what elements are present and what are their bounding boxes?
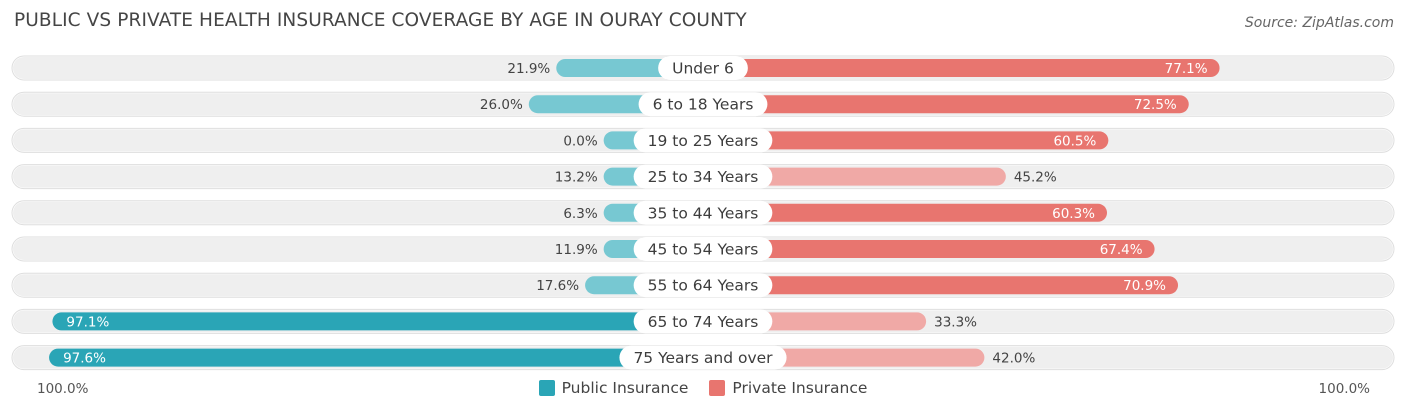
category-label: 25 to 34 Years: [648, 168, 759, 186]
value-label-private: 77.1%: [1165, 61, 1208, 77]
category-label: 35 to 44 Years: [648, 204, 759, 222]
value-label-public: 17.6%: [536, 278, 579, 294]
chart-title: PUBLIC VS PRIVATE HEALTH INSURANCE COVER…: [14, 10, 747, 31]
bar-private-0: [703, 59, 1220, 77]
category-label-pill: [633, 309, 773, 334]
legend-label-public: Public Insurance: [561, 379, 689, 397]
legend: Public Insurance Private Insurance: [0, 379, 1406, 400]
value-label-private: 72.5%: [1134, 97, 1177, 113]
value-label-private: 60.5%: [1053, 133, 1096, 149]
value-label-public: 6.3%: [563, 206, 597, 222]
legend-item-private[interactable]: Private Insurance: [709, 379, 867, 397]
chart-source: Source: ZipAtlas.com: [1244, 15, 1394, 31]
bar-private-2: [703, 131, 1109, 150]
legend-label-private: Private Insurance: [732, 379, 868, 397]
bar-public-8: [49, 348, 703, 367]
bar-private-5: [703, 240, 1155, 258]
value-label-private: 45.2%: [1014, 170, 1057, 186]
axis-left-label: 100.0%: [37, 381, 89, 397]
category-label-pill: [633, 164, 773, 189]
value-label-public: 21.9%: [507, 61, 550, 77]
value-label-private: 70.9%: [1123, 278, 1166, 294]
value-label-private: 67.4%: [1100, 242, 1143, 258]
value-label-public: 0.0%: [563, 133, 597, 149]
bar-private-4: [703, 203, 1108, 222]
category-label: Under 6: [672, 60, 734, 78]
category-label-pill: [633, 200, 773, 225]
value-label-private: 42.0%: [992, 351, 1035, 367]
category-label-pill: [638, 92, 768, 117]
category-label: 45 to 54 Years: [648, 241, 759, 259]
value-label-public: 26.0%: [480, 97, 523, 113]
category-label-pill: [633, 273, 773, 298]
legend-swatch-private: [709, 380, 726, 396]
bar-private-1: [703, 95, 1189, 114]
bar-private-6: [703, 276, 1179, 295]
value-label-private: 33.3%: [934, 314, 977, 330]
category-label-pill: [633, 128, 773, 153]
category-label-pill: [658, 56, 748, 80]
value-label-private: 60.3%: [1052, 206, 1095, 222]
category-label-pill: [619, 345, 787, 370]
category-label: 6 to 18 Years: [653, 96, 754, 114]
bar-public-7: [52, 312, 704, 331]
legend-swatch-public: [538, 380, 555, 396]
axis-right-label: 100.0%: [1318, 381, 1370, 397]
category-label: 65 to 74 Years: [648, 313, 759, 331]
category-label: 19 to 25 Years: [648, 132, 759, 150]
legend-item-public[interactable]: Public Insurance: [538, 379, 689, 397]
category-label: 75 Years and over: [633, 349, 773, 367]
category-label-pill: [633, 237, 773, 261]
value-label-public: 97.1%: [66, 314, 109, 330]
bar-private-3: [703, 167, 1006, 186]
value-label-public: 13.2%: [555, 170, 598, 186]
value-label-public: 97.6%: [63, 351, 106, 367]
value-label-public: 11.9%: [555, 242, 598, 258]
category-label: 55 to 64 Years: [648, 277, 759, 295]
